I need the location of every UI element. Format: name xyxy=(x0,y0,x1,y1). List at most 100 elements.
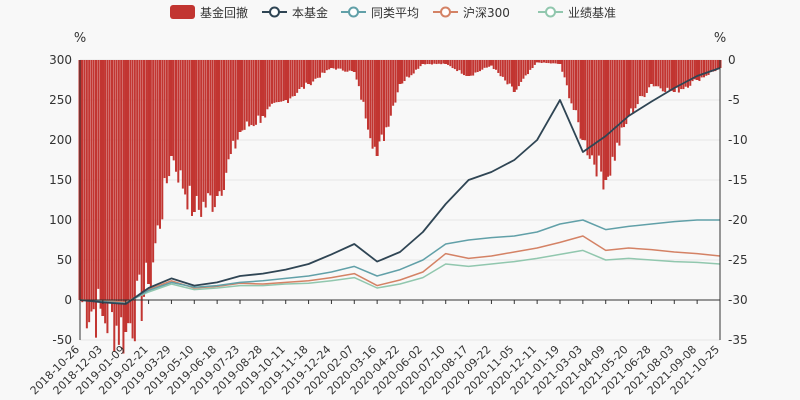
left-tick-label: 200 xyxy=(49,133,72,147)
drawdown-bar xyxy=(401,60,404,84)
drawdown-bar xyxy=(364,60,367,119)
drawdown-bar xyxy=(709,60,712,73)
drawdown-bar xyxy=(426,60,429,65)
drawdown-bar xyxy=(568,60,571,99)
drawdown-bar xyxy=(693,60,696,80)
drawdown-bar xyxy=(479,60,481,72)
drawdown-bar xyxy=(234,60,237,149)
drawdown-bar xyxy=(435,60,438,65)
drawdown-bar xyxy=(495,60,497,70)
drawdown-bar xyxy=(671,60,673,91)
drawdown-bar xyxy=(192,60,196,212)
drawdown-bar xyxy=(371,60,374,149)
drawdown-bar xyxy=(545,60,548,63)
drawdown-bar xyxy=(501,60,504,77)
legend-item[interactable]: 沪深300 xyxy=(433,6,510,20)
drawdown-bar xyxy=(444,60,448,64)
drawdown-bar xyxy=(565,60,568,86)
drawdown-bar xyxy=(181,60,184,189)
drawdown-bar xyxy=(433,60,436,64)
drawdown-bar xyxy=(472,60,475,76)
drawdown-bar xyxy=(136,60,139,281)
left-tick-label: 50 xyxy=(57,253,72,267)
drawdown-bar xyxy=(108,60,111,303)
right-axis-unit: % xyxy=(714,31,726,46)
drawdown-bar xyxy=(636,60,639,105)
drawdown-bar xyxy=(412,60,415,74)
drawdown-bar xyxy=(138,60,141,275)
drawdown-bar xyxy=(328,60,331,70)
legend-item[interactable]: 基金回撤 xyxy=(170,5,248,20)
legend-swatch-marker xyxy=(269,6,280,18)
drawdown-bar xyxy=(584,60,587,141)
drawdown-bar xyxy=(410,60,413,76)
drawdown-bar xyxy=(618,60,621,146)
drawdown-bar xyxy=(691,60,694,82)
drawdown-bar xyxy=(611,60,614,157)
drawdown-bar xyxy=(648,60,651,88)
left-axis-ticks: -50 0 50 100 150 200 250 300 xyxy=(49,53,72,347)
drawdown-bar xyxy=(517,60,520,87)
drawdown-bar xyxy=(383,60,385,141)
drawdown-bar xyxy=(456,60,459,72)
drawdown-bar xyxy=(421,60,425,64)
drawdown-bar xyxy=(122,60,125,354)
drawdown-bar xyxy=(316,60,319,78)
drawdown-bar xyxy=(467,60,471,76)
drawdown-bar xyxy=(250,60,253,125)
drawdown-bars xyxy=(78,60,722,354)
drawdown-bar xyxy=(329,60,333,68)
drawdown-bar xyxy=(424,60,427,65)
drawdown-bar xyxy=(204,60,207,208)
drawdown-bar xyxy=(591,60,593,156)
chart-legend[interactable]: 基金回撤 本基金 同类平均 沪深300 业绩基准 xyxy=(170,5,616,20)
drawdown-bar xyxy=(202,60,205,202)
drawdown-bar xyxy=(465,60,468,76)
drawdown-bar xyxy=(163,60,166,179)
drawdown-bar xyxy=(90,60,93,312)
drawdown-bar xyxy=(99,60,102,309)
drawdown-bar xyxy=(380,60,383,135)
drawdown-bar xyxy=(515,60,518,90)
drawdown-bar xyxy=(698,60,701,82)
legend-item[interactable]: 同类平均 xyxy=(341,6,419,20)
drawdown-bar xyxy=(277,60,280,103)
drawdown-bar xyxy=(451,60,454,69)
drawdown-bar xyxy=(431,60,433,65)
drawdown-bar xyxy=(499,60,502,77)
drawdown-bar xyxy=(570,60,573,104)
drawdown-bar xyxy=(543,60,545,63)
drawdown-bar xyxy=(177,60,180,183)
drawdown-bar xyxy=(179,60,182,171)
drawdown-bar xyxy=(184,60,187,195)
legend-item[interactable]: 本基金 xyxy=(262,5,328,20)
legend-item[interactable]: 业绩基准 xyxy=(538,6,616,20)
left-tick-label: -50 xyxy=(52,333,72,347)
series-line xyxy=(79,67,721,305)
drawdown-bar xyxy=(403,60,406,82)
drawdown-bar xyxy=(248,60,251,127)
drawdown-bar xyxy=(524,60,527,76)
drawdown-bar xyxy=(664,60,667,92)
drawdown-bar xyxy=(236,60,239,140)
drawdown-bar xyxy=(332,60,335,69)
drawdown-bar xyxy=(213,60,216,208)
drawdown-bar xyxy=(271,60,273,104)
drawdown-bar xyxy=(588,60,591,159)
drawdown-bar xyxy=(255,60,257,125)
drawdown-bar xyxy=(127,60,129,324)
drawdown-bar xyxy=(535,60,539,63)
drawdown-bar xyxy=(124,60,128,332)
drawdown-bar xyxy=(280,60,283,102)
drawdown-bar xyxy=(223,60,225,191)
drawdown-bar xyxy=(92,60,95,310)
drawdown-bar xyxy=(296,60,299,93)
right-tick-label: -10 xyxy=(728,133,748,147)
drawdown-bar xyxy=(303,60,305,89)
drawdown-bar xyxy=(602,60,605,190)
drawdown-bar xyxy=(154,60,157,244)
drawdown-bar xyxy=(133,60,136,342)
drawdown-bar xyxy=(627,60,631,116)
drawdown-bar xyxy=(558,60,562,64)
drawdown-bar xyxy=(337,60,340,69)
